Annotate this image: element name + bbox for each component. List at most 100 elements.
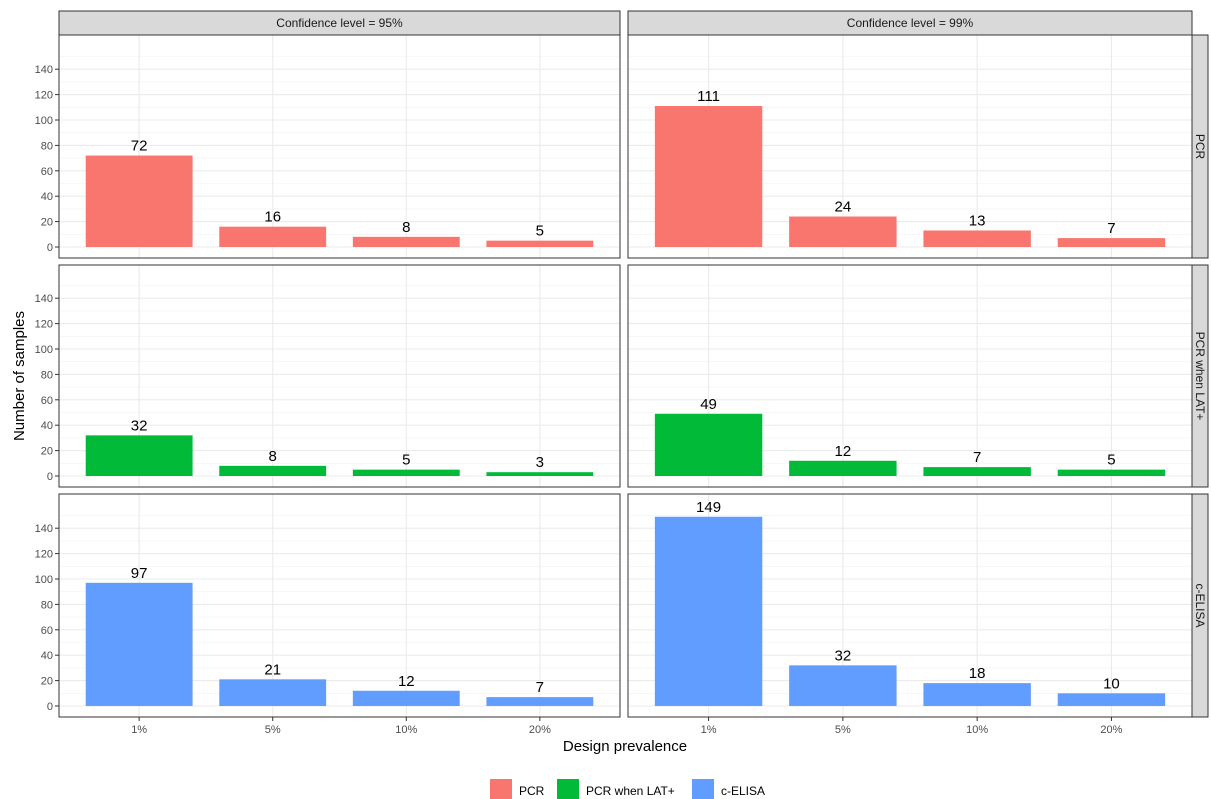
bar	[486, 240, 594, 247]
x-tick-label: 1%	[131, 724, 147, 736]
y-tick-label: 40	[41, 420, 53, 432]
x-tick-label: 20%	[529, 724, 551, 736]
row-strip-background	[1191, 34, 1209, 259]
bar-value-label: 32	[131, 417, 148, 434]
panel-1-1: 49 12 7 5	[627, 264, 1193, 488]
row-strip-background	[1191, 264, 1209, 488]
y-tick-label: 0	[47, 701, 53, 713]
bar-value-label: 8	[269, 448, 277, 465]
bar-value-label: 16	[264, 209, 281, 226]
panel-border	[58, 493, 621, 718]
y-tick-label: 60	[41, 166, 53, 178]
bar	[923, 230, 1031, 247]
y-tick-label: 80	[41, 369, 53, 381]
panel-border	[58, 264, 621, 488]
column-strip: Confidence level = 99%	[627, 10, 1193, 36]
x-tick-label: 5%	[835, 724, 851, 736]
y-tick-label: 40	[41, 650, 53, 662]
y-tick-label: 120	[35, 319, 53, 331]
x-tick-label: 10%	[966, 724, 988, 736]
panel-2-0: 97 21 12 7 0 20 40 60 80 100 120 140 1% 5% 10% 20%	[35, 493, 621, 736]
y-tick-label: 140	[35, 523, 53, 535]
bar-value-label: 5	[536, 223, 544, 240]
bar-value-label: 24	[835, 199, 852, 216]
bar-value-label: 3	[536, 454, 544, 471]
legend-swatch	[692, 779, 714, 799]
column-strip-background	[627, 10, 1193, 36]
bar	[85, 435, 193, 476]
x-tick-label: 10%	[395, 724, 417, 736]
bar	[654, 413, 763, 476]
x-tick-label: 1%	[701, 724, 717, 736]
column-strip-label: Confidence level = 95%	[276, 16, 403, 30]
panel-2-1: 149 32 18 10 1% 5% 10% 20%	[627, 493, 1193, 736]
x-tick-label: 20%	[1100, 724, 1122, 736]
bar	[219, 679, 327, 706]
bar	[789, 460, 897, 476]
x-axis-title: Design prevalence	[563, 738, 687, 755]
bar	[654, 106, 763, 247]
bar-value-label: 72	[131, 138, 148, 155]
bar-value-label: 18	[969, 665, 986, 682]
panel-0-0: 72 16 8 5 0 20 40 60 80 100 120 140	[35, 34, 621, 259]
panel-0-1: 111 24 13 7	[627, 34, 1193, 259]
y-tick-label: 60	[41, 625, 53, 637]
bar	[486, 697, 594, 706]
column-strip-label: Confidence level = 99%	[847, 16, 974, 30]
bar-value-label: 97	[131, 565, 148, 582]
legend-label: c-ELISA	[721, 784, 765, 798]
legend-label: PCR when LAT+	[586, 784, 675, 798]
bar	[352, 690, 460, 706]
y-tick-label: 100	[35, 574, 53, 586]
y-axis-title: Number of samples	[11, 311, 28, 441]
bar-value-label: 32	[835, 647, 852, 664]
bar-value-label: 7	[973, 449, 981, 466]
y-tick-label: 0	[47, 242, 53, 254]
y-tick-label: 80	[41, 140, 53, 152]
bar	[654, 516, 763, 706]
y-tick-label: 60	[41, 395, 53, 407]
row-strip: c-ELISA	[1191, 493, 1209, 718]
bar	[923, 683, 1031, 706]
legend: PCR PCR when LAT+ c-ELISA	[490, 779, 765, 799]
bar	[486, 472, 594, 476]
x-tick-label: 5%	[265, 724, 281, 736]
bar-value-label: 8	[402, 219, 410, 236]
row-strip-background	[1191, 493, 1209, 718]
row-strip-label: PCR when LAT+	[1193, 332, 1207, 421]
bar-value-label: 49	[700, 396, 717, 413]
bar	[789, 216, 897, 247]
bar	[1057, 238, 1166, 247]
bar-value-label: 111	[697, 88, 720, 105]
legend-swatch	[557, 779, 579, 799]
y-tick-label: 20	[41, 217, 53, 229]
bar-value-label: 5	[1107, 452, 1115, 469]
row-strip-label: PCR	[1193, 134, 1207, 160]
column-strip-background	[58, 10, 621, 36]
bar	[1057, 693, 1166, 706]
y-tick-label: 0	[47, 471, 53, 483]
bar-value-label: 12	[835, 443, 852, 460]
legend-label: PCR	[519, 784, 545, 798]
bar	[352, 469, 460, 476]
y-tick-label: 140	[35, 293, 53, 305]
panel-1-0: 32 8 5 3 0 20 40 60 80 100 120 140	[35, 264, 621, 488]
bar-value-label: 7	[1107, 220, 1115, 237]
bar	[219, 465, 327, 476]
bar-value-label: 5	[402, 452, 410, 469]
bar	[85, 582, 193, 706]
legend-swatch	[490, 779, 512, 799]
y-tick-label: 120	[35, 90, 53, 102]
y-tick-label: 100	[35, 344, 53, 356]
row-strip: PCR when LAT+	[1191, 264, 1209, 488]
bar-value-label: 13	[969, 212, 986, 229]
y-tick-label: 20	[41, 446, 53, 458]
bar-value-label: 7	[536, 679, 544, 696]
y-tick-label: 120	[35, 549, 53, 561]
y-tick-label: 40	[41, 191, 53, 203]
column-strip: Confidence level = 95%	[58, 10, 621, 36]
bar	[352, 236, 460, 247]
bar-value-label: 10	[1103, 675, 1120, 692]
bar-value-label: 149	[696, 499, 721, 516]
